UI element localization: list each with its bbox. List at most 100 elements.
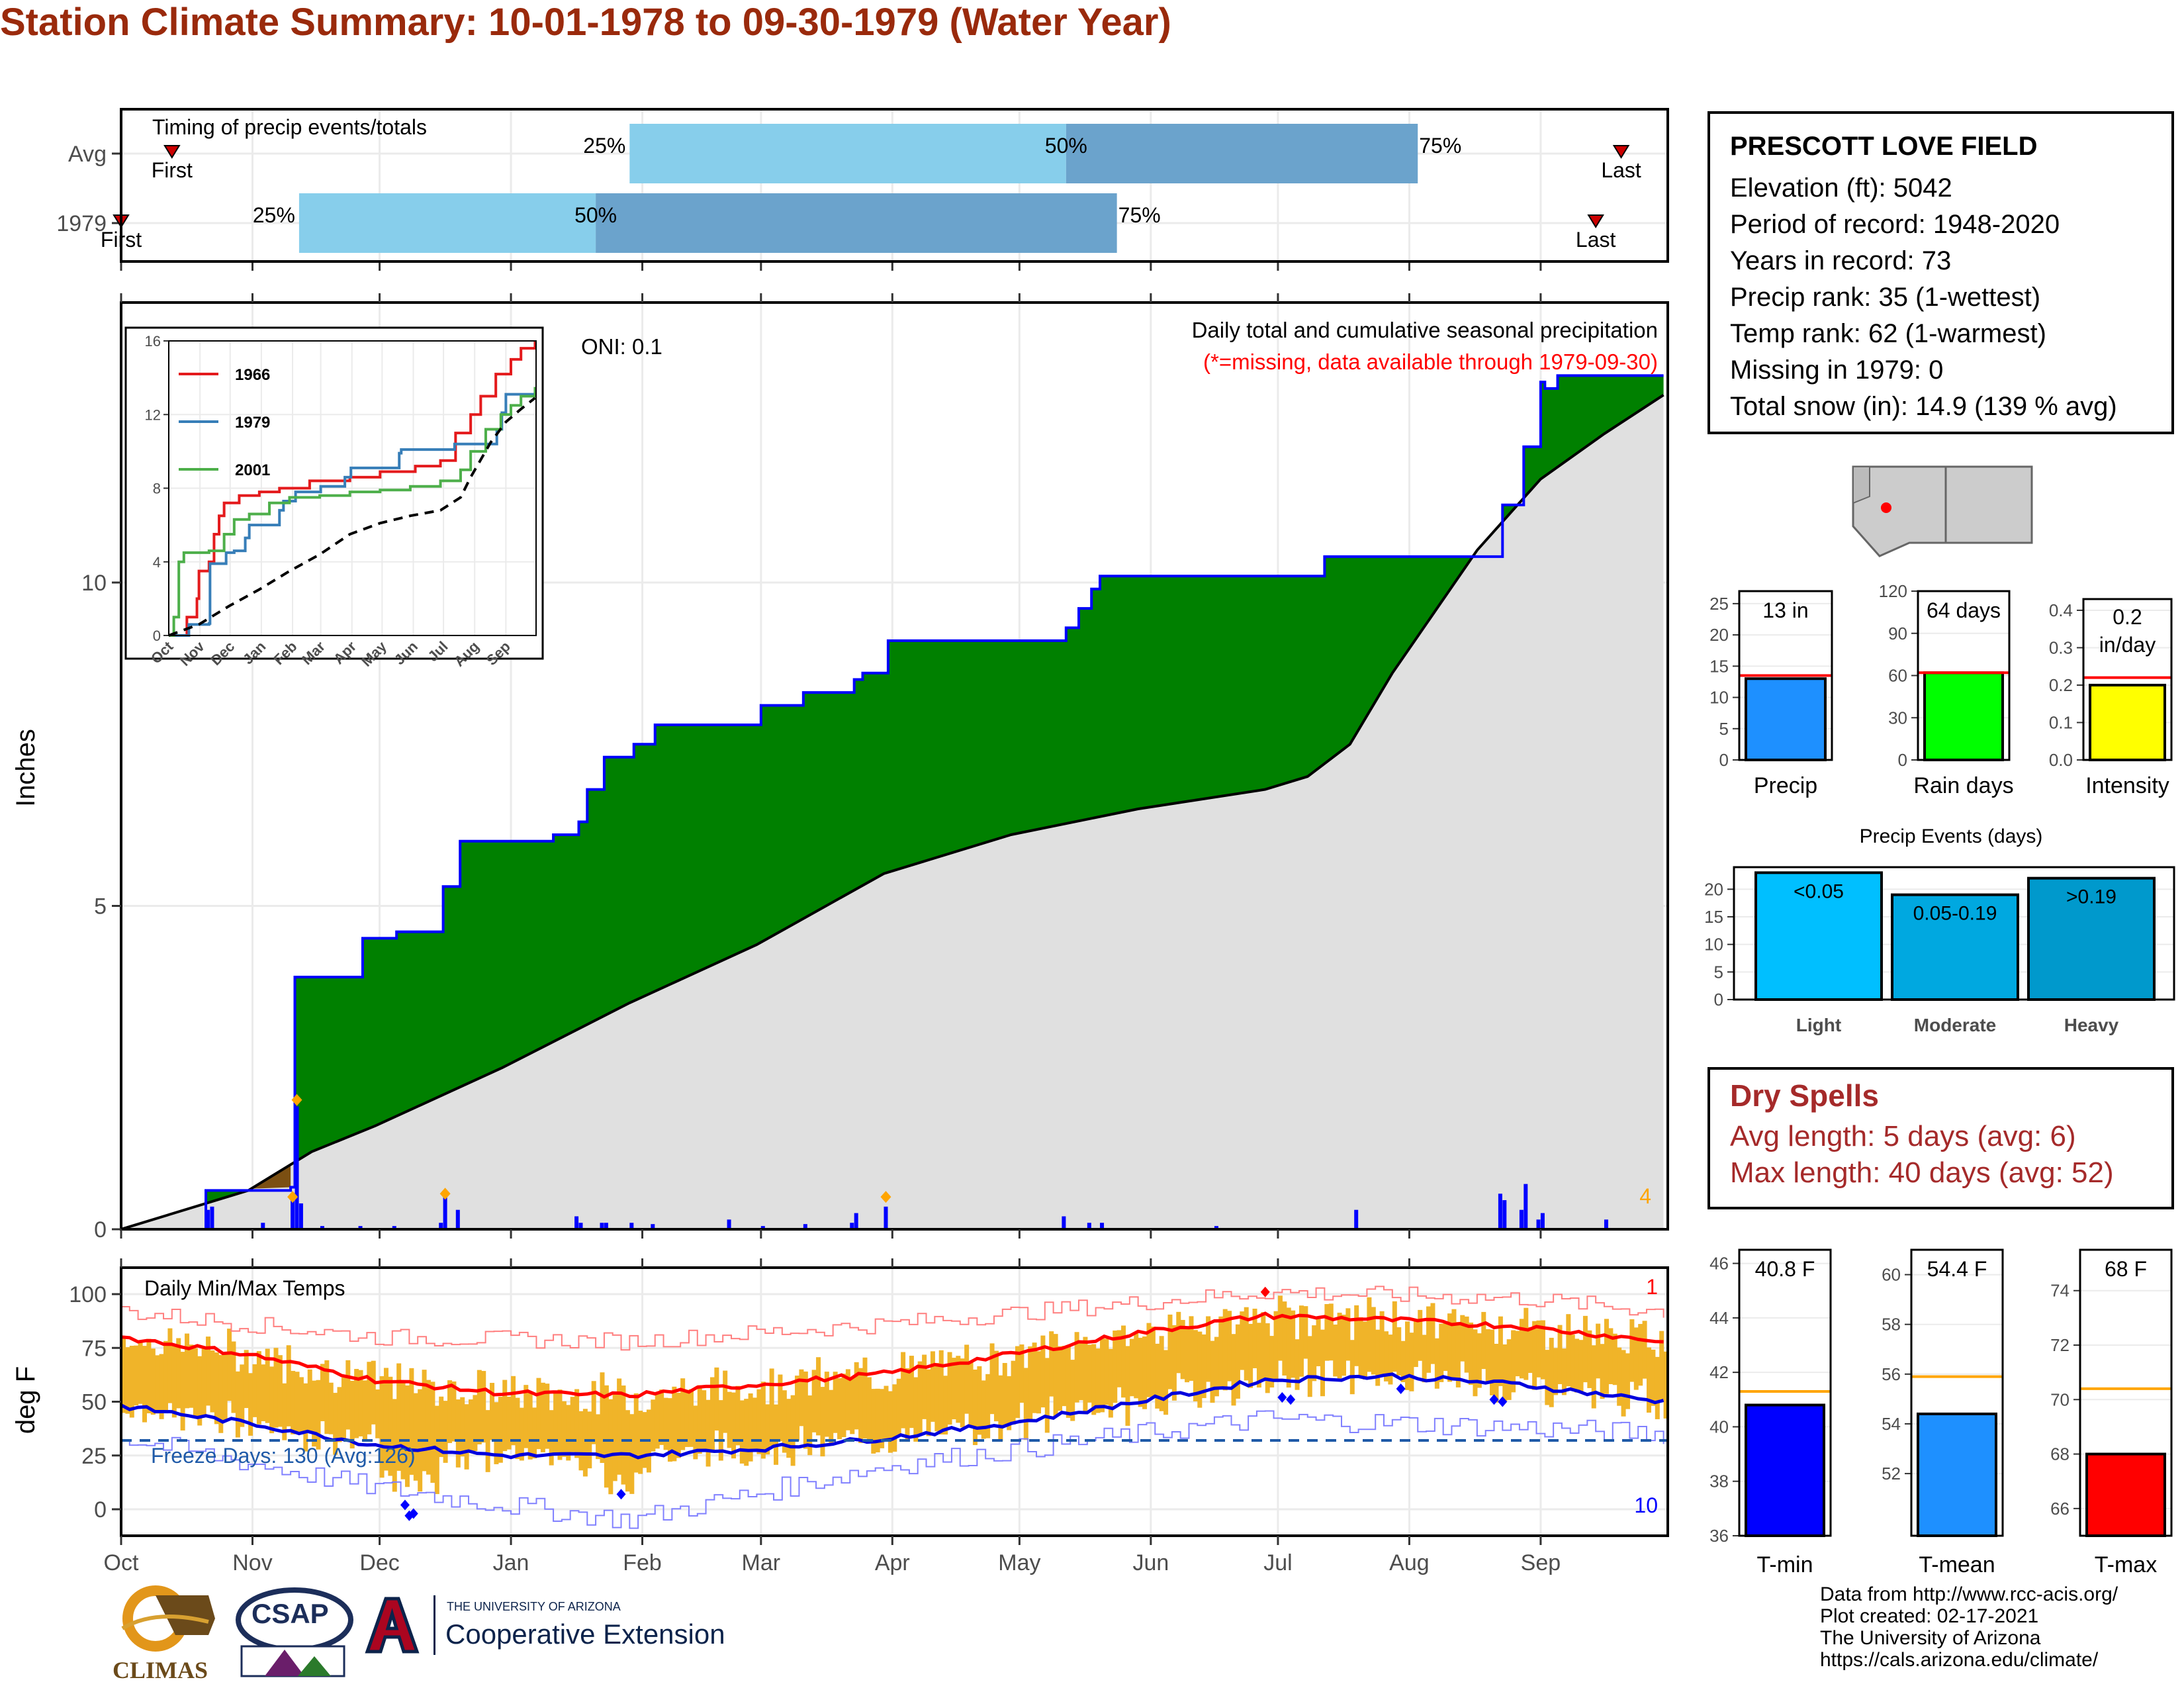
- temp-daily-bar: [1252, 1308, 1257, 1368]
- precip-daily-bar: [1062, 1216, 1066, 1229]
- temp-daily-bar: [375, 1389, 381, 1438]
- mini-y-tick-label-intensity: 0.0: [2049, 750, 2073, 770]
- station-line: Years in record: 73: [1730, 246, 1952, 275]
- temp-daily-bar: [167, 1328, 173, 1403]
- temp-daily-bar: [1545, 1350, 1550, 1405]
- temp-daily-bar: [680, 1378, 686, 1450]
- mini-y-tick-label-precip: 0: [1719, 750, 1729, 770]
- temp-daily-bar: [1235, 1324, 1240, 1399]
- mini-y-tick-label-t-min: 36: [1709, 1526, 1729, 1546]
- timing-last-label: Last: [1601, 158, 1641, 182]
- temp-daily-bar: [307, 1369, 312, 1432]
- temp-daily-bar: [1464, 1316, 1469, 1373]
- precip-daily-bar: [455, 1209, 460, 1229]
- temp-normal-min-line: [121, 1372, 1664, 1460]
- precip-daily-bar: [1354, 1209, 1359, 1229]
- events-category-label: Heavy: [2064, 1015, 2119, 1035]
- temp-daily-bar: [1091, 1344, 1097, 1415]
- temp-daily-bar: [951, 1358, 956, 1420]
- temp-daily-bar: [1227, 1311, 1232, 1382]
- temp-daily-bar: [1371, 1307, 1376, 1375]
- temp-daily-bar: [1629, 1319, 1635, 1382]
- precip-daily-bar: [760, 1226, 765, 1229]
- temp-record-min-marker: [408, 1508, 418, 1519]
- temp-daily-bar: [362, 1380, 367, 1442]
- temp-daily-bar: [159, 1354, 164, 1419]
- temp-daily-bar: [1612, 1333, 1617, 1385]
- temp-daily-bar: [553, 1391, 559, 1455]
- temp-daily-bar: [1443, 1323, 1448, 1372]
- temp-daily-bar: [1582, 1315, 1588, 1383]
- temp-daily-bar: [845, 1369, 850, 1430]
- mini-y-tick-label-precip: 5: [1719, 719, 1729, 739]
- temp-daily-bar: [413, 1393, 418, 1481]
- temp-daily-bar: [930, 1351, 935, 1422]
- temp-daily-bar: [447, 1380, 453, 1443]
- temp-daily-bar: [799, 1369, 804, 1427]
- temp-daily-bar: [1345, 1308, 1351, 1361]
- temp-daily-bar: [1574, 1338, 1580, 1393]
- events-y-tick-label: 0: [1714, 990, 1723, 1009]
- temp-daily-bar: [841, 1374, 846, 1438]
- inset-series-line: [169, 392, 537, 637]
- temp-daily-bar: [604, 1385, 609, 1488]
- temp-y-tick-label: 0: [94, 1497, 107, 1523]
- precip-daily-bar: [1502, 1200, 1507, 1229]
- temp-daily-bar: [1320, 1329, 1325, 1397]
- events-bar-label: 0.05-0.19: [1913, 903, 1997, 925]
- temp-daily-bar: [993, 1350, 999, 1422]
- mini-y-tick-label-t-min: 44: [1709, 1308, 1729, 1328]
- temp-daily-bar: [451, 1381, 457, 1442]
- temp-freeze-label: Freeze Days: 130 (Avg:126): [151, 1444, 416, 1468]
- timing-p75-label: 75%: [1118, 203, 1161, 227]
- temp-daily-bar: [1663, 1351, 1668, 1419]
- temp-daily-bar: [960, 1358, 965, 1428]
- temp-daily-bar: [1418, 1309, 1423, 1361]
- temp-daily-bar: [549, 1410, 554, 1466]
- mini-value-label-intensity: 0.2: [2113, 605, 2142, 629]
- temp-daily-bar: [455, 1399, 461, 1468]
- temp-daily-bar: [464, 1404, 469, 1470]
- timing-bar-q2: [596, 193, 1117, 253]
- temp-daily-bar: [1074, 1332, 1079, 1403]
- temp-daily-bar: [333, 1393, 338, 1455]
- temp-daily-bar: [561, 1401, 567, 1457]
- temp-daily-bar: [913, 1377, 919, 1442]
- temp-daily-bar: [1113, 1330, 1118, 1403]
- temp-daily-bar: [1206, 1316, 1211, 1382]
- temp-daily-bar: [1409, 1333, 1414, 1391]
- temp-daily-bar: [1566, 1314, 1571, 1387]
- temp-daily-bar: [134, 1345, 139, 1406]
- mini-y-tick-label-intensity: 0.4: [2049, 600, 2073, 620]
- temp-daily-bar: [1570, 1335, 1575, 1390]
- events-title: Precip Events (days): [1860, 825, 2043, 847]
- temp-daily-bar: [1265, 1323, 1270, 1393]
- mini-panel-name-intensity: Intensity: [2085, 773, 2169, 798]
- temp-daily-bar: [430, 1382, 435, 1483]
- temp-daily-bar: [947, 1352, 952, 1425]
- precip-daily-bar: [578, 1223, 583, 1229]
- temp-daily-bar: [1451, 1309, 1457, 1379]
- inset-legend-label: 1966: [235, 366, 270, 384]
- temp-daily-bar: [659, 1389, 664, 1445]
- temp-daily-bar: [612, 1393, 617, 1481]
- temp-daily-bar: [858, 1368, 864, 1443]
- temp-daily-bar: [1155, 1343, 1160, 1409]
- temp-daily-bar: [727, 1391, 732, 1448]
- month-axis-label: Jan: [493, 1550, 529, 1575]
- temp-daily-bar: [989, 1343, 995, 1415]
- timing-first-marker: [163, 145, 181, 159]
- temp-daily-bar: [324, 1360, 330, 1434]
- temp-daily-bar: [1367, 1297, 1372, 1372]
- temp-daily-bar: [1062, 1346, 1067, 1407]
- temp-daily-bar: [1019, 1344, 1024, 1403]
- precip-average-line: [121, 394, 1664, 1229]
- temp-daily-bar: [1108, 1348, 1113, 1418]
- precip-daily-bar: [261, 1223, 265, 1229]
- temp-daily-bar: [739, 1400, 745, 1464]
- temp-daily-bar: [709, 1377, 715, 1453]
- mini-panel-name-t-mean: T-mean: [1919, 1552, 1995, 1577]
- mini-y-tick-label-t-min: 38: [1709, 1472, 1729, 1491]
- inset-y-tick-label: 4: [153, 554, 161, 571]
